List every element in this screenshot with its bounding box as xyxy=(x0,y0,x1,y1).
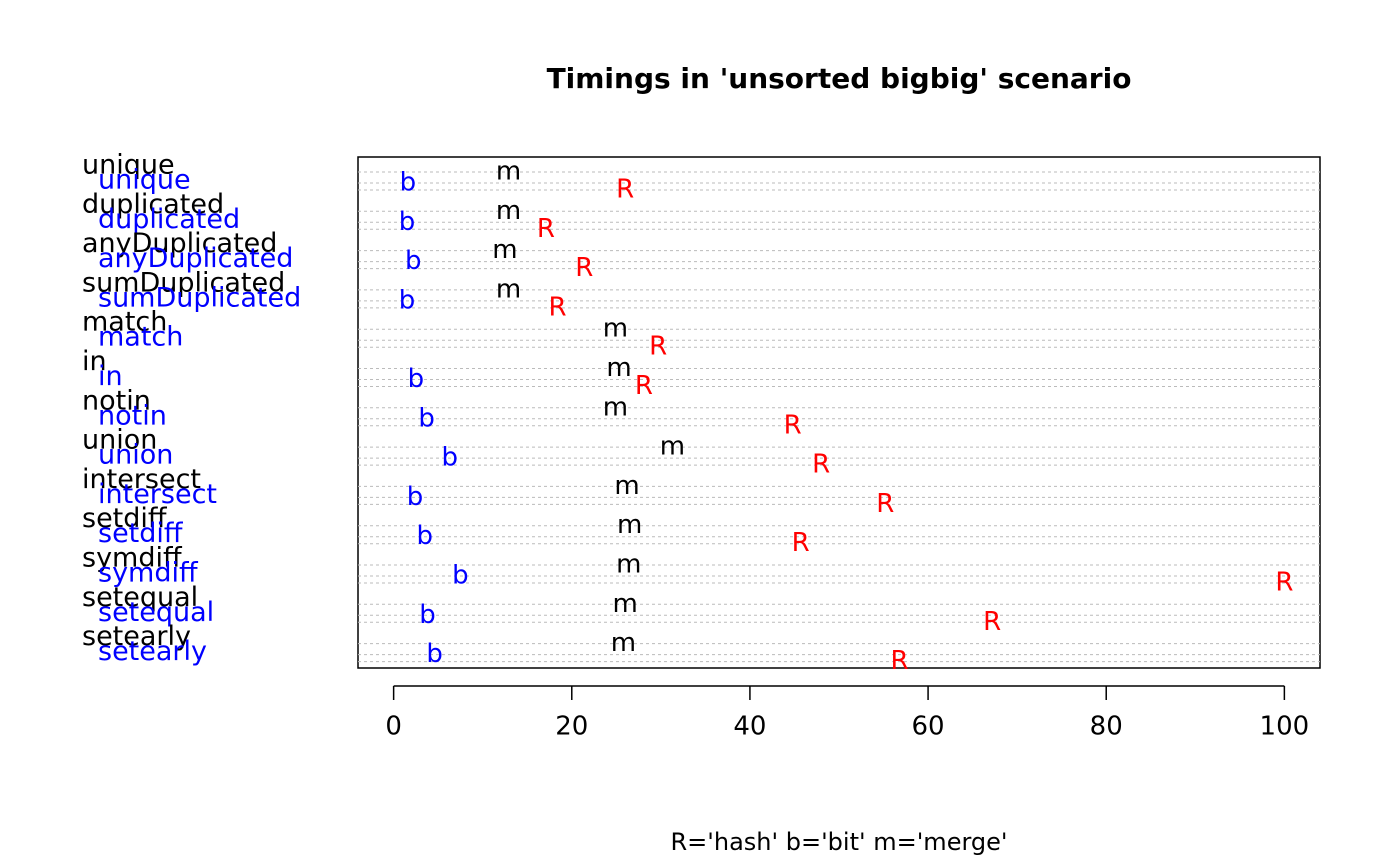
point: b xyxy=(452,561,469,591)
category-label: unique xyxy=(82,150,175,181)
point: R xyxy=(784,410,802,440)
category-label: symdiff xyxy=(82,543,183,574)
category-label: sumDuplicated xyxy=(98,282,301,313)
x-tick-label: 0 xyxy=(385,712,402,742)
point: R xyxy=(575,253,593,283)
category-label: setdiff xyxy=(98,518,184,549)
point: m xyxy=(613,589,638,619)
point: m xyxy=(614,471,639,501)
category-label: anyDuplicated xyxy=(98,243,293,274)
point: m xyxy=(617,510,642,540)
point: m xyxy=(616,550,641,580)
point: R xyxy=(983,607,1001,637)
x-tick-label: 80 xyxy=(1090,712,1123,742)
x-tick-label: 100 xyxy=(1260,712,1310,742)
point: b xyxy=(405,246,422,276)
point: R xyxy=(537,214,555,244)
category-label: duplicated xyxy=(98,204,240,235)
point: R xyxy=(548,292,566,322)
point: b xyxy=(407,482,424,512)
category-label: setequal xyxy=(82,582,198,613)
point: b xyxy=(419,600,436,630)
category-label: intersect xyxy=(98,479,217,510)
point: m xyxy=(606,353,631,383)
category-label: setequal xyxy=(98,597,214,628)
x-tick-label: 40 xyxy=(733,712,766,742)
category-label: notin xyxy=(98,400,167,431)
point: R xyxy=(812,450,830,480)
point: m xyxy=(603,314,628,344)
point: R xyxy=(635,371,653,401)
point: m xyxy=(603,392,628,422)
point: m xyxy=(611,628,636,658)
category-label: match xyxy=(98,322,183,353)
category-label: notin xyxy=(82,385,151,416)
point: b xyxy=(426,639,443,669)
category-label: sumDuplicated xyxy=(82,267,285,298)
category-label: setdiff xyxy=(82,503,168,534)
category-label: symdiff xyxy=(98,558,199,589)
plot-frame xyxy=(357,156,1321,669)
category-label: setearly xyxy=(98,636,207,667)
category-label: in xyxy=(98,361,123,392)
category-label: anyDuplicated xyxy=(82,228,277,259)
category-label: intersect xyxy=(82,464,201,495)
point: m xyxy=(492,235,517,265)
category-label: unique xyxy=(98,165,191,196)
category-label: duplicated xyxy=(82,189,224,220)
point: b xyxy=(441,443,458,473)
category-label: match xyxy=(82,307,167,338)
x-tick-label: 20 xyxy=(555,712,588,742)
point: m xyxy=(660,432,685,462)
point: R xyxy=(792,528,810,558)
point: b xyxy=(418,403,435,433)
point: R xyxy=(1275,568,1293,598)
point: m xyxy=(496,274,521,304)
point: R xyxy=(649,332,667,362)
point: R xyxy=(891,646,909,676)
category-label: setearly xyxy=(82,621,191,652)
point: m xyxy=(496,157,521,187)
chart-title: Timings in 'unsorted bigbig' scenario xyxy=(547,62,1132,95)
point: b xyxy=(399,285,416,315)
category-label: in xyxy=(82,346,107,377)
category-label: union xyxy=(98,440,173,471)
legend: R='hash' b='bit' m='merge' xyxy=(671,828,1008,856)
point: R xyxy=(616,175,634,205)
category-label: union xyxy=(82,425,157,456)
x-tick-label: 60 xyxy=(912,712,945,742)
point: b xyxy=(400,168,417,198)
point: m xyxy=(496,196,521,226)
point: R xyxy=(876,489,894,519)
point: b xyxy=(408,364,425,394)
point: b xyxy=(399,207,416,237)
point: b xyxy=(417,521,434,551)
